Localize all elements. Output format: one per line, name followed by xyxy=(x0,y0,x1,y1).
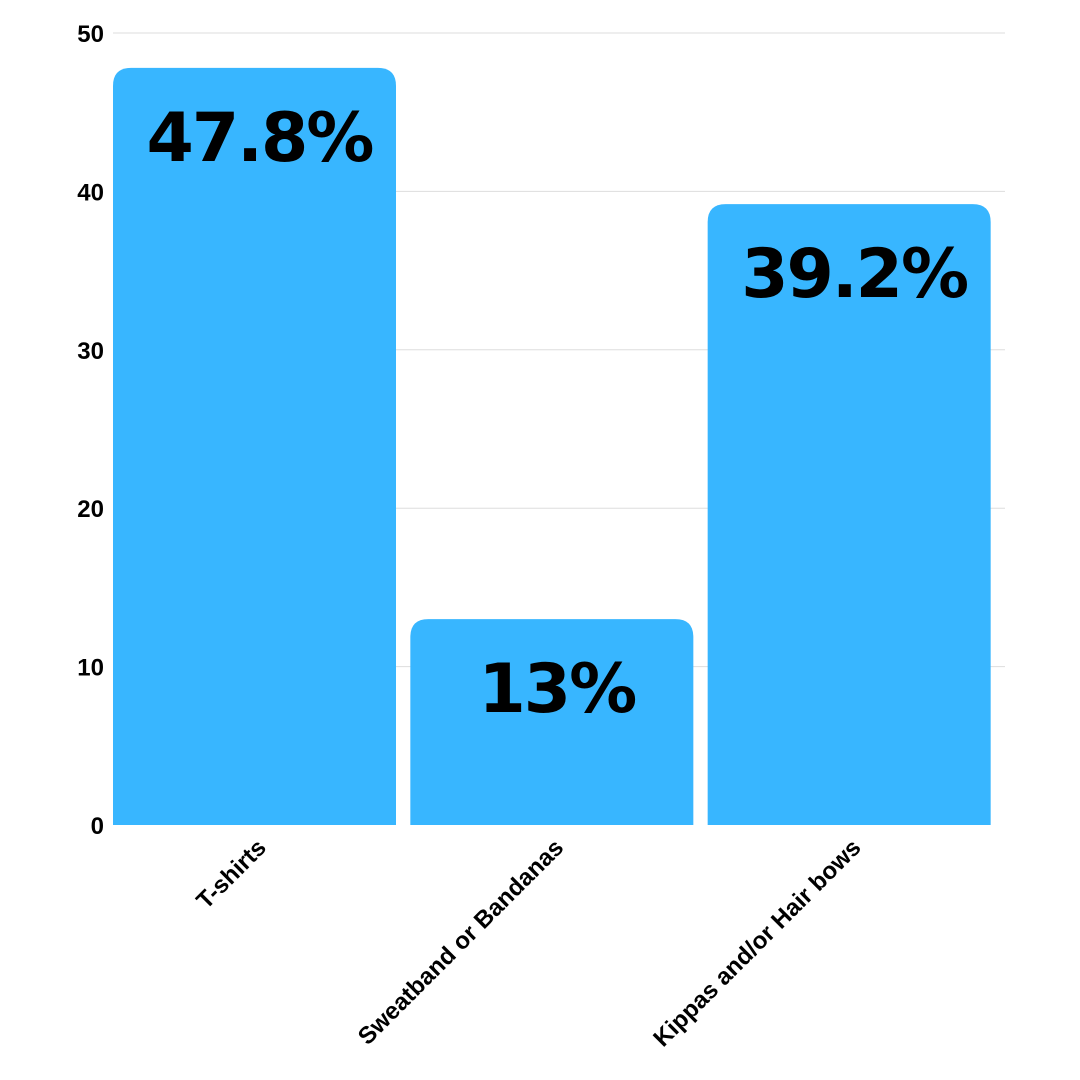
y-tick-label: 10 xyxy=(77,655,104,682)
x-axis-labels: T-shirts Sweatband or Bandanas Kippas and/… xyxy=(191,834,866,1052)
x-category-label: Sweatband or Bandanas xyxy=(353,834,569,1050)
y-tick-label: 0 xyxy=(91,813,104,840)
y-axis-ticks: 0 10 20 30 40 50 xyxy=(77,21,104,840)
y-tick-label: 30 xyxy=(77,338,104,365)
bar-kippas-and-or-hair-bows xyxy=(707,204,991,825)
data-labels: 47.8% 13% 39.2% xyxy=(147,99,970,729)
y-tick-label: 40 xyxy=(77,179,104,206)
data-label: 47.8% xyxy=(147,99,373,178)
y-tick-label: 50 xyxy=(77,21,104,48)
bar-t-shirts xyxy=(113,67,396,825)
y-tick-label: 20 xyxy=(77,496,104,523)
x-category-label: T-shirts xyxy=(191,834,271,914)
x-category-label: Kippas and/or Hair bows xyxy=(648,834,866,1052)
bars xyxy=(113,67,991,825)
bar-sweatband-or-bandanas xyxy=(410,619,694,825)
data-label: 13% xyxy=(478,650,635,729)
data-label: 39.2% xyxy=(741,235,967,314)
